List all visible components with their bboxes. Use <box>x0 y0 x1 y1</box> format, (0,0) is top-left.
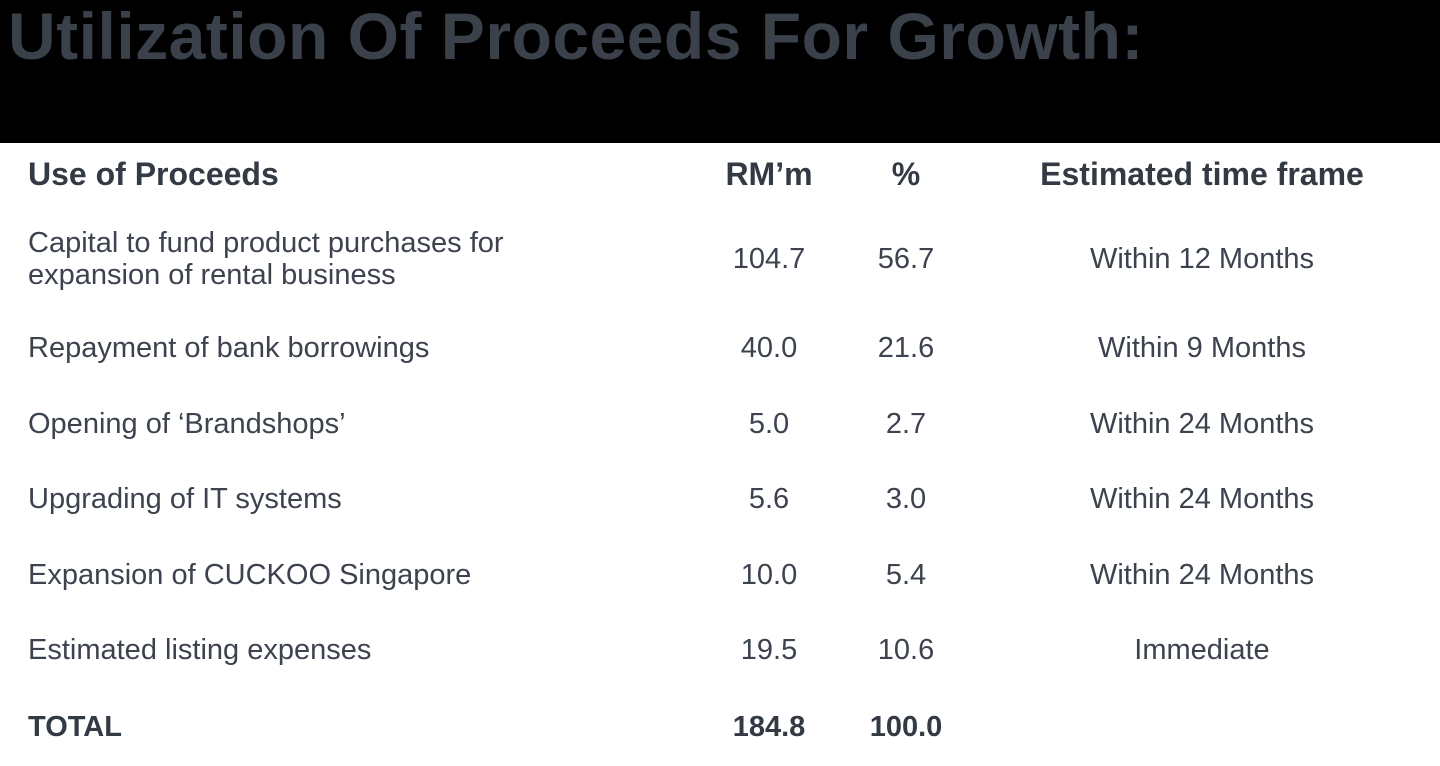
time-frame-cell: Within 12 Months <box>1089 242 1315 275</box>
column-header-time-frame: Estimated time frame <box>1040 156 1364 193</box>
percent-value-cell: 5.4 <box>885 558 927 591</box>
column-header-rm-millions: RM’m <box>725 156 813 193</box>
total-label-cell: TOTAL <box>28 710 122 743</box>
use-of-proceeds-cell: Expansion of CUCKOO Singapore <box>28 558 472 591</box>
time-frame-cell: Within 24 Months <box>1089 407 1315 440</box>
percent-value-cell: 2.7 <box>885 407 927 440</box>
page-title: Utilization Of Proceeds For Growth: <box>8 0 1144 73</box>
time-frame-cell: Within 24 Months <box>1089 558 1315 591</box>
rm-value-cell: 10.0 <box>740 558 798 591</box>
title-banner: Utilization Of Proceeds For Growth: <box>0 0 1440 143</box>
column-header-use-of-proceeds: Use of Proceeds <box>28 156 279 193</box>
rm-value-cell: 104.7 <box>732 242 806 275</box>
rm-value-cell: 40.0 <box>740 332 798 365</box>
total-percent-cell: 100.0 <box>869 710 943 743</box>
rm-value-cell: 5.6 <box>748 483 790 516</box>
time-frame-cell: Immediate <box>1134 634 1270 667</box>
table-row-total: TOTAL 184.8 100.0 <box>28 688 1440 766</box>
time-frame-cell: Within 9 Months <box>1098 332 1306 365</box>
percent-value-cell: 56.7 <box>877 242 935 275</box>
use-of-proceeds-cell: Repayment of bank borrowings <box>28 332 430 365</box>
table-row-repayment-borrowings: Repayment of bank borrowings 40.0 21.6 W… <box>28 311 1440 386</box>
use-of-proceeds-cell: Opening of ‘Brandshops’ <box>28 407 346 440</box>
percent-value-cell: 10.6 <box>877 634 935 667</box>
table-row-expansion-cuckoo-singapore: Expansion of CUCKOO Singapore 10.0 5.4 W… <box>28 537 1440 613</box>
table-header-row: Use of Proceeds RM’m % Estimated time fr… <box>28 143 1440 207</box>
time-frame-cell: Within 24 Months <box>1089 483 1315 516</box>
rm-value-cell: 19.5 <box>740 634 798 667</box>
rm-value-cell: 5.0 <box>748 407 790 440</box>
percent-value-cell: 3.0 <box>885 483 927 516</box>
table-row-upgrading-it-systems: Upgrading of IT systems 5.6 3.0 Within 2… <box>28 462 1440 537</box>
use-of-proceeds-cell: Upgrading of IT systems <box>28 483 342 516</box>
table-row-opening-brandshops: Opening of ‘Brandshops’ 5.0 2.7 Within 2… <box>28 386 1440 462</box>
percent-value-cell: 21.6 <box>877 332 935 365</box>
table-row-capital-product-purchases: Capital to fund product purchases for ex… <box>28 207 1440 311</box>
use-of-proceeds-cell: Capital to fund product purchases for ex… <box>28 226 504 291</box>
proceeds-table: Use of Proceeds RM’m % Estimated time fr… <box>0 143 1440 766</box>
table-row-estimated-listing-expenses: Estimated listing expenses 19.5 10.6 Imm… <box>28 613 1440 688</box>
total-rm-value-cell: 184.8 <box>732 710 806 743</box>
column-header-percent: % <box>891 156 921 193</box>
use-of-proceeds-cell: Estimated listing expenses <box>28 634 372 667</box>
